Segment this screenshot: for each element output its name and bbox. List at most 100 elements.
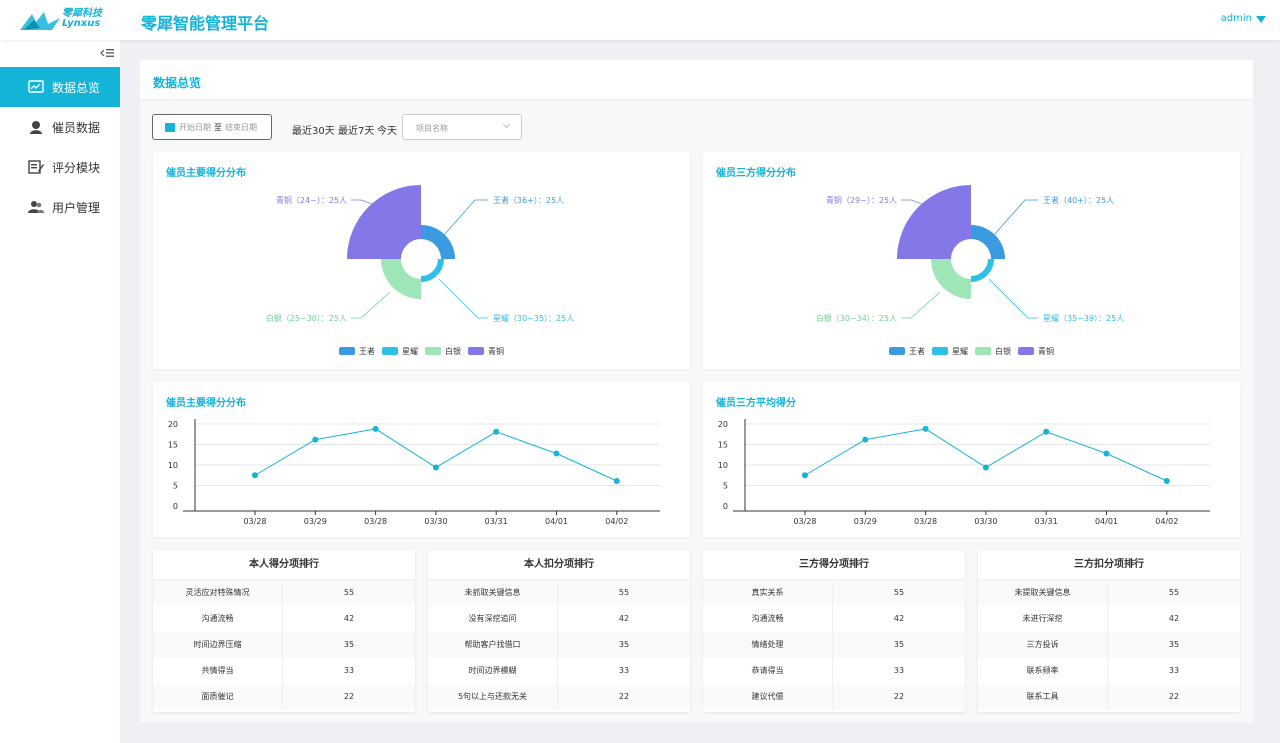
ranking-item-value: 55 — [1168, 588, 1180, 597]
data-point[interactable] — [493, 428, 500, 435]
table-row: 共情得当 33 — [153, 658, 415, 684]
ranking-item-value: 35 — [618, 640, 630, 649]
ranking-item-value: 33 — [343, 666, 355, 675]
legend-label[interactable]: 星耀 — [952, 347, 968, 356]
rose-label: 王者（36+）：25人 — [493, 196, 564, 205]
ranking-card-third-party-score: 三方得分项排行 真实关系 55 沟通流畅 42 情绪处理 35 恭请得当 33 建议代偿 22 — [703, 550, 965, 712]
data-point[interactable] — [553, 450, 560, 457]
quick-range-7-days[interactable]: 最近7天 — [338, 126, 375, 137]
users-icon — [28, 201, 44, 213]
y-tick-label: 10 — [718, 461, 728, 470]
lynx-logo-icon — [20, 12, 60, 30]
legend-swatch[interactable] — [382, 347, 398, 355]
calendar-icon — [165, 122, 175, 132]
sidebar-item-user-management[interactable]: 用户管理 — [0, 187, 120, 227]
collapse-icon[interactable] — [100, 48, 114, 58]
ranking-item-name: 联系工具 — [978, 684, 1108, 710]
edit-form-icon — [28, 160, 44, 174]
x-tick-label: 04/02 — [605, 517, 628, 526]
sidebar: 数据总览 催员数据 评分模块 用户管理 — [0, 40, 120, 743]
data-point[interactable] — [1163, 477, 1170, 484]
rose-label: 星耀（35~39）：25人 — [1043, 314, 1124, 323]
rose-segment-wangzhe[interactable] — [971, 225, 1005, 259]
rose-label: 白银（30~34）：25人 — [816, 313, 897, 323]
quick-range-today[interactable]: 今天 — [377, 126, 397, 137]
data-point[interactable] — [922, 425, 929, 432]
legend-swatch[interactable] — [975, 347, 991, 355]
data-point[interactable] — [252, 472, 258, 479]
leader-line — [993, 199, 1038, 236]
ranking-table: 灵活应对特殊情况 55 沟通流畅 42 时间边界压缩 35 共情得当 33 面质催记 22 — [153, 580, 415, 710]
caret-down-icon[interactable] — [1256, 16, 1266, 23]
ranking-item-name: 三方投诉 — [978, 632, 1108, 658]
rose-label: 青铜（29~）：25人 — [826, 195, 897, 205]
chart-title: 催员主要得分分布 — [166, 398, 246, 409]
line-chart-main: 0 5 10 15 20 03/28 03/29 03/28 03/30 03/31 04/01 04… — [168, 419, 660, 526]
legend-swatch[interactable] — [932, 347, 948, 355]
trend-chart-icon — [28, 80, 44, 93]
ranking-item-name: 建议代偿 — [703, 684, 833, 710]
sidebar-item-agent-data[interactable]: 催员数据 — [0, 107, 120, 147]
rose-segment-xingyao[interactable] — [971, 259, 994, 282]
data-point[interactable] — [802, 472, 808, 479]
user-menu-label[interactable]: admin — [1220, 13, 1252, 24]
start-date-placeholder: 开始日期 — [179, 122, 211, 132]
rose-segment-xingyao[interactable] — [421, 259, 444, 282]
legend-label[interactable]: 王者 — [359, 347, 375, 356]
legend-label[interactable]: 白银 — [445, 346, 461, 356]
ranking-item-value: 22 — [343, 692, 355, 701]
sidebar-item-overview[interactable]: 数据总览 — [0, 67, 120, 107]
legend-label[interactable]: 青铜 — [488, 346, 504, 356]
table-row: 沟通流畅 42 — [153, 606, 415, 632]
logo[interactable]: 零犀科技 Lynxus — [0, 0, 120, 40]
ranking-item-value: 55 — [618, 588, 630, 597]
table-row: 未进行深挖 42 — [978, 606, 1240, 632]
x-tick-label: 03/29 — [854, 517, 877, 526]
rose-label: 青铜（24~）：25人 — [276, 195, 347, 205]
ranking-item-name: 灵活应对特殊情况 — [153, 580, 283, 606]
legend-swatch[interactable] — [1018, 347, 1034, 355]
sidebar-item-label: 数据总览 — [52, 80, 101, 95]
project-select[interactable]: 项目名称 — [402, 114, 522, 140]
quick-range-30-days[interactable]: 最近30天 — [292, 126, 335, 137]
legend-label[interactable]: 青铜 — [1038, 346, 1054, 356]
table-row: 情绪处理 35 — [703, 632, 965, 658]
date-range-picker[interactable]: 开始日期 至 结束日期 — [152, 114, 272, 140]
ranking-item-value: 22 — [893, 692, 905, 701]
ranking-item-value: 35 — [893, 640, 905, 649]
data-point[interactable] — [862, 436, 869, 443]
legend-swatch[interactable] — [425, 347, 441, 355]
ranking-card-third-party-deduction: 三方扣分项排行 未提取关键信息 55 未进行深挖 42 三方投诉 35 联系频率 33 联系工具 2… — [978, 550, 1240, 712]
legend-swatch[interactable] — [889, 347, 905, 355]
legend-swatch[interactable] — [339, 347, 355, 355]
rose-segment-baiyin[interactable] — [381, 259, 421, 299]
line-chart-third-party: 0 5 10 15 20 03/28 03/29 03/28 03/30 03/31 04/01 04… — [718, 419, 1210, 526]
main-panel: 数据总览 开始日期 至 结束日期 最近30天 最近7天 今天 项目名称 催员主要… — [140, 60, 1253, 723]
rose-segment-qingtong[interactable] — [897, 185, 971, 259]
data-point[interactable] — [1043, 428, 1050, 435]
rose-segment-baiyin[interactable] — [931, 259, 971, 299]
legend-label[interactable]: 王者 — [909, 347, 925, 356]
data-point[interactable] — [982, 464, 989, 471]
legend-label[interactable]: 白银 — [995, 346, 1011, 356]
x-tick-label: 03/28 — [914, 517, 937, 526]
table-row: 真实关系 55 — [703, 580, 965, 606]
data-point[interactable] — [312, 436, 319, 443]
ranking-item-name: 未抓取关键信息 — [428, 580, 558, 606]
legend-swatch[interactable] — [468, 347, 484, 355]
logo-text: 零犀科技 Lynxus — [62, 9, 102, 29]
ranking-table: 未提取关键信息 55 未进行深挖 42 三方投诉 35 联系频率 33 联系工具 22 — [978, 580, 1240, 710]
rose-segment-qingtong[interactable] — [347, 185, 421, 259]
data-point[interactable] — [613, 477, 620, 484]
agent-headset-icon — [30, 121, 42, 134]
x-tick-label: 03/30 — [424, 517, 447, 526]
page-title: 数据总览 — [153, 76, 202, 90]
data-point[interactable] — [1103, 450, 1110, 457]
ranking-item-value: 42 — [618, 614, 630, 623]
data-point[interactable] — [432, 464, 439, 471]
rose-segment-wangzhe[interactable] — [421, 225, 455, 259]
data-point[interactable] — [372, 425, 379, 432]
legend-label[interactable]: 星耀 — [402, 347, 418, 356]
sidebar-item-scoring[interactable]: 评分模块 — [0, 147, 120, 187]
logo-text-cn: 零犀科技 — [62, 8, 102, 19]
